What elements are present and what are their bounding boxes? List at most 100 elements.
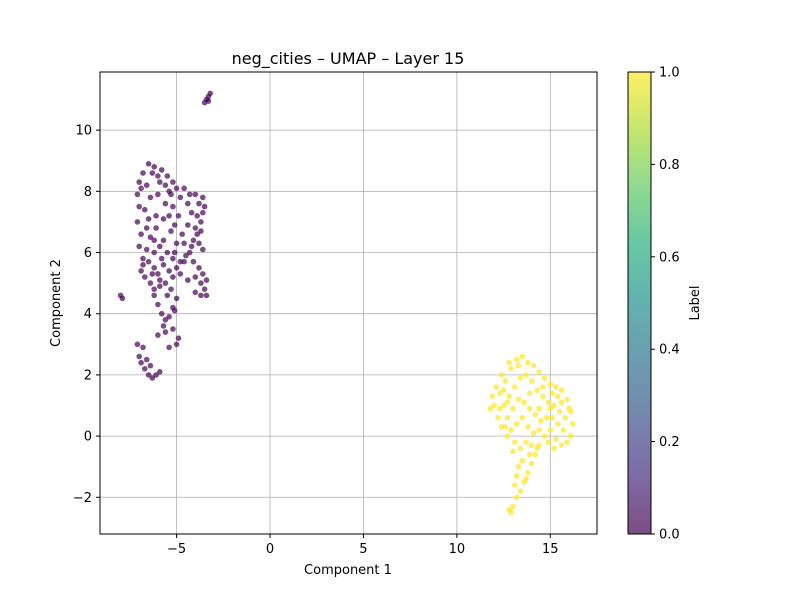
scatter-point-label-1 xyxy=(564,396,570,403)
scatter-point-label-0 xyxy=(166,344,172,351)
scatter-point-label-0 xyxy=(140,170,146,176)
scatter-point-label-0 xyxy=(207,90,213,97)
scatter-point-label-0 xyxy=(151,292,157,299)
scatter-point-label-0 xyxy=(205,98,212,104)
scatter-point-label-1 xyxy=(525,424,531,430)
scatter-point-label-0 xyxy=(149,375,156,381)
scatter-point-label-0 xyxy=(188,209,195,216)
scatter-point-label-1 xyxy=(519,414,526,421)
scatter-point-label-1 xyxy=(517,375,524,381)
scatter-point-label-0 xyxy=(196,200,202,207)
scatter-point-label-1 xyxy=(525,470,531,476)
scatter-point-label-0 xyxy=(175,213,182,219)
scatter-point-label-0 xyxy=(155,191,161,198)
scatter-point-label-0 xyxy=(162,329,169,335)
y-tick-label: 4 xyxy=(84,307,92,322)
scatter-point-label-0 xyxy=(157,283,163,290)
scatter-point-label-0 xyxy=(166,213,172,219)
scatter-point-label-0 xyxy=(194,231,200,237)
scatter-point-label-0 xyxy=(158,255,165,262)
scatter-point-label-0 xyxy=(155,332,161,338)
scatter-point-label-0 xyxy=(173,185,180,192)
scatter-point-label-1 xyxy=(540,393,546,400)
scatter-point-label-1 xyxy=(564,439,570,446)
scatter-point-label-0 xyxy=(179,231,185,237)
scatter-point-label-0 xyxy=(196,240,202,247)
scatter-point-label-0 xyxy=(153,372,159,378)
scatter-point-label-0 xyxy=(143,225,150,231)
y-axis-ticks: −2 0 2 4 6 8 10 xyxy=(73,124,100,506)
y-tick-label: 2 xyxy=(84,368,92,383)
scatter-point-label-0 xyxy=(171,307,178,314)
scatter-point-label-0 xyxy=(200,194,206,201)
scatter-point-label-0 xyxy=(145,161,152,167)
scatter-point-label-0 xyxy=(198,292,204,299)
colorbar-gradient xyxy=(628,72,651,534)
scatter-point-label-1 xyxy=(497,405,503,412)
scatter-point-label-1 xyxy=(508,427,514,433)
scatter-point-label-0 xyxy=(170,179,176,185)
scatter-point-label-1 xyxy=(500,387,507,394)
colorbar-tick-label: 1.0 xyxy=(659,66,680,81)
scatter-point-label-1 xyxy=(510,448,516,455)
scatter-point-label-0 xyxy=(157,243,163,250)
scatter-point-label-0 xyxy=(138,359,144,366)
scatter-point-label-1 xyxy=(500,402,507,409)
scatter-point-label-0 xyxy=(157,277,163,283)
scatter-points xyxy=(117,90,576,516)
colorbar-tick-label: 0.8 xyxy=(659,158,680,173)
scatter-point-label-0 xyxy=(188,243,195,250)
x-axis-label: Component 1 xyxy=(304,563,392,578)
scatter-point-label-1 xyxy=(491,402,498,409)
scatter-point-label-0 xyxy=(149,170,156,176)
scatter-point-label-1 xyxy=(568,433,574,439)
scatter-point-label-0 xyxy=(151,237,157,244)
scatter-point-label-1 xyxy=(493,384,499,390)
scatter-point-label-0 xyxy=(138,231,144,237)
scatter-point-label-0 xyxy=(153,225,159,231)
scatter-point-label-1 xyxy=(525,359,531,366)
scatter-point-label-0 xyxy=(142,274,148,280)
scatter-point-label-0 xyxy=(170,255,176,262)
scatter-point-label-1 xyxy=(534,387,540,394)
scatter-point-label-1 xyxy=(547,427,554,433)
scatter-point-label-1 xyxy=(513,356,520,363)
scatter-point-label-1 xyxy=(487,405,494,412)
scatter-point-label-1 xyxy=(489,393,496,400)
scatter-point-label-1 xyxy=(545,399,552,406)
scatter-point-label-0 xyxy=(142,366,148,372)
scatter-point-label-1 xyxy=(519,457,526,464)
scatter-point-label-1 xyxy=(512,439,518,446)
scatter-point-label-0 xyxy=(177,194,184,201)
scatter-point-label-1 xyxy=(517,445,524,452)
scatter-point-label-1 xyxy=(528,378,535,384)
scatter-point-label-0 xyxy=(162,280,169,286)
scatter-point-label-0 xyxy=(185,222,191,228)
scatter-point-label-1 xyxy=(566,405,572,412)
x-tick-label: 10 xyxy=(449,542,466,557)
scatter-point-label-0 xyxy=(151,249,157,256)
scatter-point-label-1 xyxy=(528,442,535,449)
scatter-point-label-1 xyxy=(549,414,555,421)
scatter-point-label-0 xyxy=(119,295,126,302)
scatter-point-label-0 xyxy=(145,216,152,222)
scatter-point-label-1 xyxy=(502,424,509,430)
scatter-point-label-0 xyxy=(151,164,157,170)
scatter-point-label-0 xyxy=(170,326,176,332)
scatter-point-label-1 xyxy=(569,421,576,427)
x-tick-label: −5 xyxy=(167,542,186,557)
scatter-point-label-0 xyxy=(140,255,146,262)
colorbar-tick-label: 0.4 xyxy=(659,343,680,358)
scatter-point-label-1 xyxy=(536,369,542,375)
scatter-point-label-1 xyxy=(528,460,535,467)
scatter-point-label-1 xyxy=(526,451,533,458)
scatter-point-label-0 xyxy=(155,301,161,308)
scatter-point-label-1 xyxy=(521,399,527,406)
scatter-point-label-1 xyxy=(558,442,565,449)
scatter-point-label-1 xyxy=(558,387,565,394)
scatter-point-label-1 xyxy=(558,399,565,406)
scatter-point-label-0 xyxy=(147,362,154,369)
scatter-point-label-1 xyxy=(541,375,548,381)
scatter-point-label-1 xyxy=(538,418,544,424)
colorbar-label: Label xyxy=(688,285,703,320)
